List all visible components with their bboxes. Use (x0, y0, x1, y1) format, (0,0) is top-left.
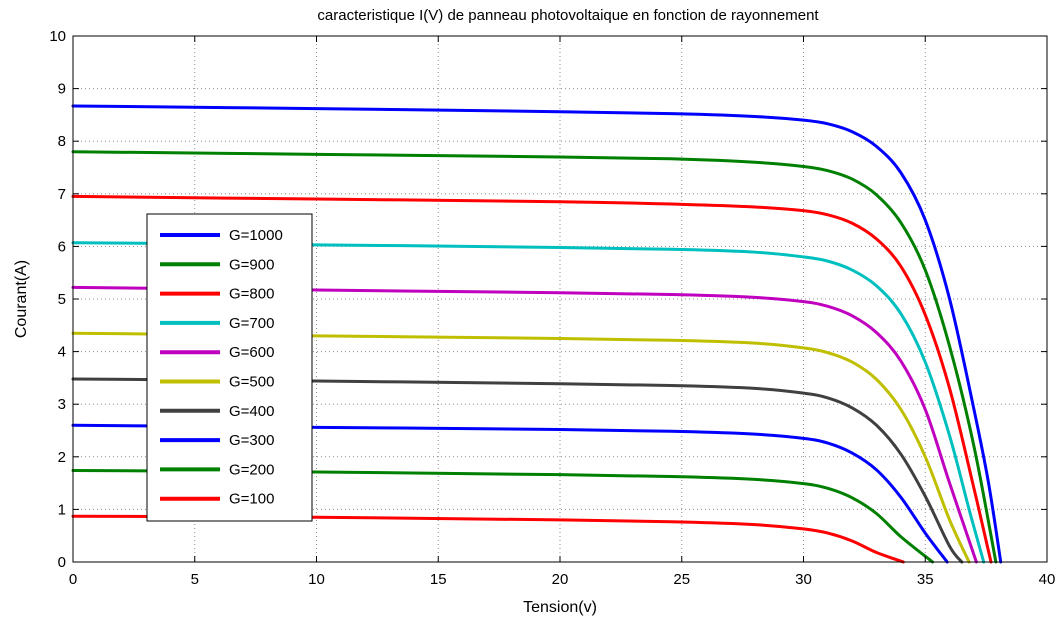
x-tick-label: 35 (917, 571, 934, 588)
x-tick-label: 20 (552, 571, 569, 588)
y-tick-label: 9 (58, 81, 66, 98)
series-line-g-600 (71, 285, 978, 564)
series-line-g-200 (71, 468, 935, 564)
y-tick-label: 1 (58, 501, 66, 518)
legend-label: G=600 (229, 344, 274, 361)
legend-label: G=700 (229, 315, 274, 332)
legend-label: G=1000 (229, 227, 283, 244)
series-line-g-1000 (71, 104, 1003, 564)
x-tick-label: 5 (191, 571, 199, 588)
y-tick-label: 5 (58, 291, 66, 308)
series-line-g-800 (71, 194, 993, 564)
x-tick-label: 25 (673, 571, 690, 588)
chart-title: caracteristique I(V) de panneau photovol… (317, 7, 819, 24)
y-tick-label: 8 (58, 133, 66, 150)
y-tick-label: 4 (58, 344, 66, 361)
y-tick-label: 2 (58, 449, 66, 466)
ticks (72, 35, 1048, 563)
legend: G=1000 G=900 G=800 G=700 G=600 G=500 G=400 G=30… (146, 213, 313, 522)
legend-label: G=400 (229, 403, 274, 420)
legend-label: G=300 (229, 432, 274, 449)
legend-label: G=800 (229, 286, 274, 303)
series-line-g-100 (71, 514, 905, 564)
y-tick-label: 10 (49, 28, 66, 45)
y-axis-title: Courant(A) (13, 260, 30, 338)
x-tick-label: 10 (308, 571, 325, 588)
legend-label: G=500 (229, 374, 274, 391)
series-line-g-400 (71, 377, 964, 564)
x-tick-label: 40 (1039, 571, 1056, 588)
legend-label: G=100 (229, 491, 274, 508)
y-tick-label: 3 (58, 396, 66, 413)
x-tick-label: 15 (430, 571, 447, 588)
x-axis-title: Tension(v) (523, 599, 597, 616)
legend-label: G=900 (229, 256, 274, 273)
y-tick-label: 0 (58, 554, 66, 571)
legend-label: G=200 (229, 461, 274, 478)
series-line-g-500 (71, 331, 971, 564)
series-line-g-700 (71, 241, 986, 564)
series-line-g-300 (71, 423, 949, 564)
x-tick-label: 0 (69, 571, 77, 588)
y-tick-label: 6 (58, 238, 66, 255)
series-layer (71, 104, 1003, 564)
series-line-g-900 (71, 150, 998, 564)
y-tick-label: 7 (58, 186, 66, 203)
tick-labels: 0 5 10 15 20 25 30 35 40 0 1 2 3 4 5 6 7 8 9 10 (49, 28, 1055, 588)
x-tick-label: 30 (795, 571, 812, 588)
